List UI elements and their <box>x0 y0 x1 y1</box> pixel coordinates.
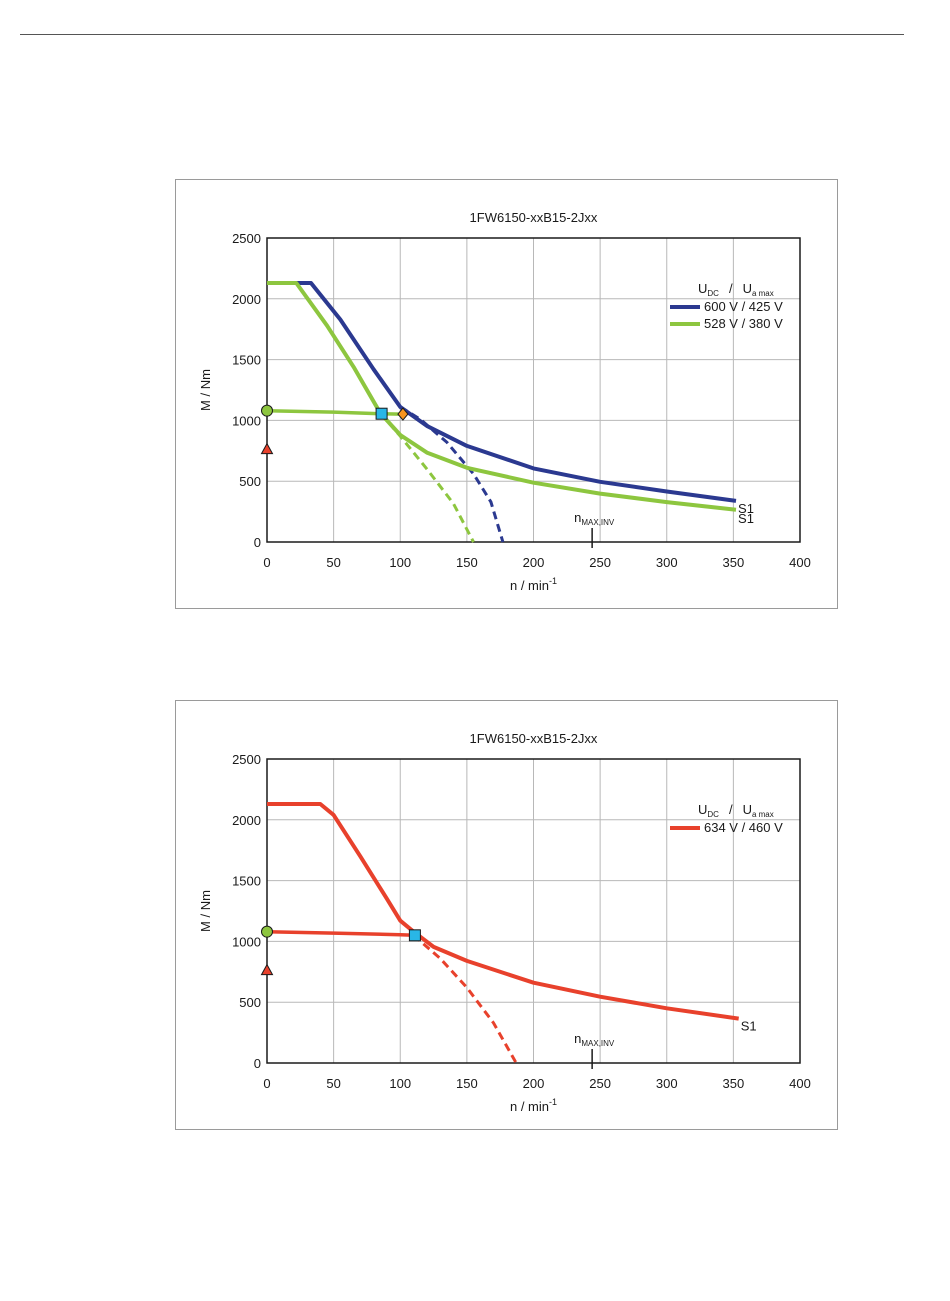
n-max-inv-label-n: n <box>574 1031 581 1046</box>
x-tick-label: 100 <box>389 1076 411 1091</box>
legend-title-dc: DC <box>707 810 719 819</box>
legend-entry-0: 600 V / 425 V <box>704 299 783 314</box>
series-0-dashed-line <box>412 934 518 1064</box>
n-max-inv-label-n: n <box>574 510 581 525</box>
series-0-line <box>267 281 737 503</box>
legend-title-sep: / <box>729 802 733 817</box>
n-max-inv-label-sub: MAX,INV <box>581 1039 615 1048</box>
torque-speed-chart-2: 1FW6150-xxB15-2Jxx 0 50 100 150 200 250 300 350 4… <box>175 700 838 1130</box>
x-tick-label: 300 <box>656 555 678 570</box>
y-tick-label: 2000 <box>232 813 261 828</box>
x-tick-label: 250 <box>589 1076 611 1091</box>
chart-title: 1FW6150-xxB15-2Jxx <box>470 210 598 225</box>
x-tick-label: 400 <box>789 555 811 570</box>
legend-title-dc: DC <box>707 289 719 298</box>
chart-title: 1FW6150-xxB15-2Jxx <box>470 731 598 746</box>
x-tick-label: 50 <box>326 1076 340 1091</box>
legend-title: UDC / Ua max <box>698 281 774 298</box>
x-tick-label: 350 <box>723 555 745 570</box>
s1-torque-line <box>266 929 415 938</box>
diamond-marker <box>397 407 409 421</box>
x-axis-label-main: n / min <box>510 1099 549 1114</box>
triangle-marker <box>260 442 274 455</box>
s1-torque-line <box>266 408 401 416</box>
y-tick-label: 2500 <box>232 231 261 246</box>
y-tick-label: 2000 <box>232 292 261 307</box>
x-axis-label: n / min-1 <box>510 1097 557 1114</box>
circle-marker <box>261 925 273 938</box>
x-tick-label: 200 <box>523 1076 545 1091</box>
square-marker <box>375 407 388 420</box>
grid-lines <box>266 237 801 543</box>
triangle-marker <box>260 963 274 976</box>
legend-title-ua: U <box>743 281 752 296</box>
x-tick-label: 200 <box>523 555 545 570</box>
series-0-end-label: S1 <box>738 501 754 516</box>
x-tick-label: 350 <box>723 1076 745 1091</box>
y-tick-label: 0 <box>254 1056 261 1071</box>
y-tick-label: 2500 <box>232 752 261 767</box>
chart-1-svg: 1FW6150-xxB15-2Jxx 0 50 100 150 200 250 300 350 4… <box>198 210 811 593</box>
plot-frame <box>266 237 801 543</box>
x-tick-label: 100 <box>389 555 411 570</box>
y-tick-label: 1500 <box>232 353 261 368</box>
n-max-inv-label-sub: MAX,INV <box>581 518 615 527</box>
x-tick-label: 250 <box>589 555 611 570</box>
x-axis-label: n / min-1 <box>510 576 557 593</box>
legend-title-amax: a max <box>752 289 774 298</box>
circle-marker <box>261 404 273 417</box>
series-0-end-label: S1 <box>741 1019 757 1034</box>
x-tick-label: 0 <box>263 555 270 570</box>
x-axis-label-sup: -1 <box>549 576 557 586</box>
x-tick-label: 150 <box>456 555 478 570</box>
header-rule <box>20 34 904 35</box>
x-tick-label: 0 <box>263 1076 270 1091</box>
x-axis-label-main: n / min <box>510 578 549 593</box>
series-0-dashed-line <box>399 405 505 543</box>
series-0-line <box>267 802 739 1021</box>
x-tick-label: 50 <box>326 555 340 570</box>
chart-2-svg: 1FW6150-xxB15-2Jxx 0 50 100 150 200 250 300 350 4… <box>198 731 811 1114</box>
legend-entry-1: 528 V / 380 V <box>704 316 783 331</box>
x-tick-label: 300 <box>656 1076 678 1091</box>
y-axis-label: M / Nm <box>198 890 213 932</box>
x-tick-label: 400 <box>789 1076 811 1091</box>
series-1-end-label: S1 <box>738 511 754 526</box>
y-tick-label: 500 <box>239 474 261 489</box>
n-max-inv-label: nMAX,INV <box>574 1031 615 1048</box>
y-tick-label: 1500 <box>232 874 261 889</box>
legend-title: UDC / Ua max <box>698 802 774 819</box>
legend-title-u: U <box>698 802 707 817</box>
legend-title-ua: U <box>743 802 752 817</box>
legend-title-u: U <box>698 281 707 296</box>
series-1-line <box>267 281 737 512</box>
y-tick-label: 1000 <box>232 934 261 949</box>
y-tick-label: 0 <box>254 535 261 550</box>
n-max-inv-label: nMAX,INV <box>574 510 615 527</box>
plot-frame <box>266 758 801 1064</box>
x-axis-label-sup: -1 <box>549 1097 557 1107</box>
y-axis-label: M / Nm <box>198 369 213 411</box>
legend-title-sep: / <box>729 281 733 296</box>
y-tick-label: 500 <box>239 995 261 1010</box>
x-tick-label: 150 <box>456 1076 478 1091</box>
series-1-dashed-line <box>379 412 475 543</box>
torque-speed-chart-1: 1FW6150-xxB15-2Jxx 0 50 100 150 200 250 300 350 4… <box>175 179 838 609</box>
square-marker <box>408 929 421 942</box>
y-tick-label: 1000 <box>232 413 261 428</box>
legend-entry-0: 634 V / 460 V <box>704 820 783 835</box>
legend-title-amax: a max <box>752 810 774 819</box>
